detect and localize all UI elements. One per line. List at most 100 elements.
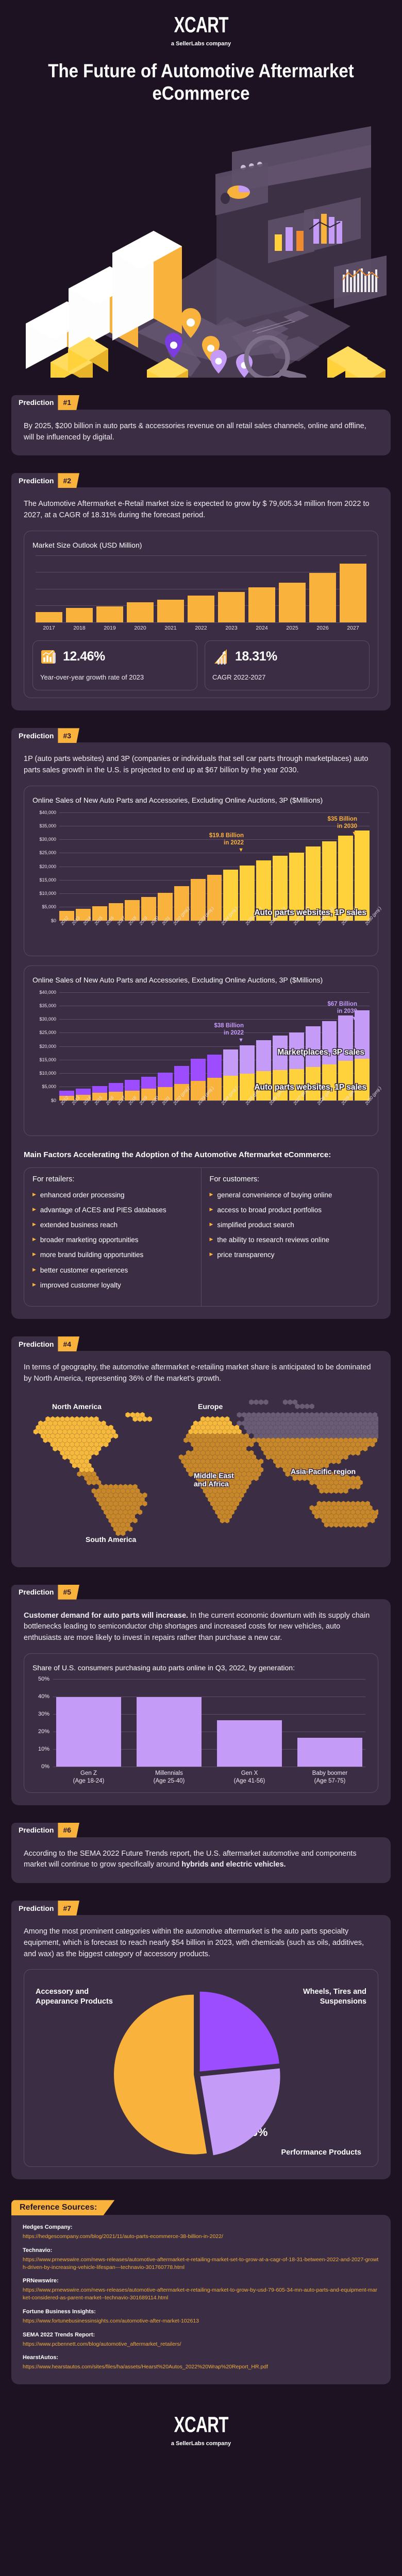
map-hex-cell <box>200 1467 206 1472</box>
list-item-text: access to broad product portfolios <box>217 1206 322 1214</box>
map-hex-cell <box>363 1429 368 1434</box>
map-hex-cell <box>244 1467 249 1472</box>
map-hex-cell <box>319 1429 324 1434</box>
map-hex-cell <box>212 1488 217 1494</box>
factors-retailers-column: For retailers: ▶ enhanced order processin… <box>24 1168 201 1307</box>
map-hex-cell <box>314 1462 320 1468</box>
map-hex-cell <box>94 1416 99 1422</box>
map-hex-cell <box>108 1433 113 1439</box>
map-hex-cell <box>200 1441 206 1447</box>
bullet-arrow-icon: ▶ <box>209 1251 213 1257</box>
map-hex-cell <box>331 1475 337 1481</box>
map-hex-cell <box>89 1416 94 1422</box>
pie-slice <box>200 2069 280 2156</box>
map-hex-cell <box>314 1505 320 1511</box>
map-hex-cell <box>239 1433 244 1439</box>
pie-slice <box>199 1992 279 2072</box>
map-hex-cell <box>237 1496 242 1502</box>
map-hex-cell <box>205 1450 210 1456</box>
map-hex-cell <box>302 1433 307 1439</box>
annotation-1p-2022: $19.8 Billion in 2022 ▼ <box>209 832 244 854</box>
map-hex-cell <box>339 1513 344 1519</box>
chart-bar <box>305 846 321 921</box>
map-hex-cell <box>324 1437 329 1443</box>
list-item-text: improved customer loyalty <box>40 1281 121 1289</box>
reference-url[interactable]: https://www.prnewswire.com/news-releases… <box>23 2287 378 2301</box>
map-hex-cell <box>203 1488 208 1494</box>
prediction-tab-7: Prediction #7 <box>11 1901 80 1916</box>
map-hex-cell <box>132 1500 138 1506</box>
map-hex-cell <box>297 1450 303 1456</box>
reference-url[interactable]: https://www.pcbennett.com/blog/automotiv… <box>23 2341 181 2347</box>
chart-bar-fill <box>190 879 206 921</box>
map-hex-cell <box>339 1479 344 1485</box>
chart-bar-fill <box>355 830 370 921</box>
reference-url[interactable]: https://www.fortunebusinessinsights.com/… <box>23 2317 199 2324</box>
chart-bar <box>338 1015 354 1100</box>
map-hex-cell <box>203 1462 208 1468</box>
map-hex-cell <box>331 1483 337 1489</box>
map-hex-cell <box>305 1420 310 1426</box>
map-hex-cell <box>331 1416 337 1422</box>
map-hex-cell <box>339 1471 344 1477</box>
hero-isometric-svg <box>26 126 387 401</box>
map-hex-cell <box>232 1505 237 1511</box>
map-hex-cell <box>147 1416 152 1422</box>
map-hex-cell <box>215 1458 220 1464</box>
chart-bar-segment-marketplaces <box>141 1076 157 1089</box>
map-hex-cell <box>222 1505 227 1511</box>
map-hex-cell <box>322 1509 327 1515</box>
map-hex-cell <box>210 1433 215 1439</box>
map-hex-cell <box>183 1462 189 1468</box>
map-hex-cell <box>135 1412 140 1418</box>
reference-url[interactable]: https://hedgescompany.com/blog/2021/11/a… <box>23 2233 223 2240</box>
map-hex-cell <box>96 1420 102 1426</box>
map-hex-cell <box>302 1458 307 1464</box>
map-hex-cell <box>297 1416 303 1422</box>
map-hex-cell <box>208 1437 213 1443</box>
map-hex-cell <box>285 1420 290 1426</box>
chart-bar <box>92 906 107 921</box>
y-axis-label: 10% <box>38 1745 49 1752</box>
map-hex-cell <box>79 1433 85 1439</box>
map-hex-cell <box>191 1433 196 1439</box>
map-hex-cell <box>130 1496 135 1502</box>
market-size-bar <box>218 592 245 622</box>
market-size-bar <box>36 612 62 622</box>
map-hex-cell <box>98 1425 104 1430</box>
map-hex-cell <box>333 1446 339 1451</box>
map-hex-cell <box>329 1446 334 1451</box>
map-hex-cell <box>113 1517 119 1523</box>
chart-bar <box>174 886 189 921</box>
map-hex-cell <box>94 1475 99 1481</box>
map-hex-cell <box>312 1509 317 1515</box>
y-axis-label: $25,000 <box>39 850 56 856</box>
list-item: ▶ price transparency <box>210 1250 370 1260</box>
map-hex-cell <box>48 1429 53 1434</box>
prediction-tab-3: Prediction #3 <box>11 728 80 743</box>
market-size-x-labels: 2017 2018 2019 2020 2021 2022 2023 2024 2025 2026… <box>36 625 366 631</box>
map-hex-cell <box>104 1441 109 1447</box>
map-hex-cell <box>229 1458 234 1464</box>
map-hex-cell <box>363 1437 368 1443</box>
chart-bar-fill <box>158 893 173 921</box>
reference-url[interactable]: https://www.hearstautos.com/sites/files/… <box>23 2364 269 2370</box>
generation-x-label: Gen Z (Age 18-24) <box>73 1770 105 1784</box>
map-hex-cell <box>220 1441 225 1447</box>
map-hex-cell <box>50 1425 55 1430</box>
map-hex-cell <box>266 1420 271 1426</box>
map-hex-cell <box>275 1437 280 1443</box>
map-hex-cell <box>355 1441 361 1447</box>
prediction-body-3: 1P (auto parts websites) and 3P (compani… <box>11 742 391 1319</box>
chart-bar <box>190 879 206 921</box>
reference-url[interactable]: https://www.prnewswire.com/news-releases… <box>23 2257 379 2270</box>
prediction-body-2: The Automotive Aftermarket e-Retail mark… <box>11 487 391 711</box>
map-hex-cell <box>331 1500 337 1506</box>
map-hex-cell <box>305 1437 310 1443</box>
map-hex-cell <box>142 1500 147 1506</box>
map-hex-cell <box>309 1403 314 1409</box>
map-region-label: North America <box>52 1402 102 1411</box>
map-hex-cell <box>225 1467 230 1472</box>
map-hex-cell <box>290 1454 295 1460</box>
map-hex-cell <box>329 1437 334 1443</box>
